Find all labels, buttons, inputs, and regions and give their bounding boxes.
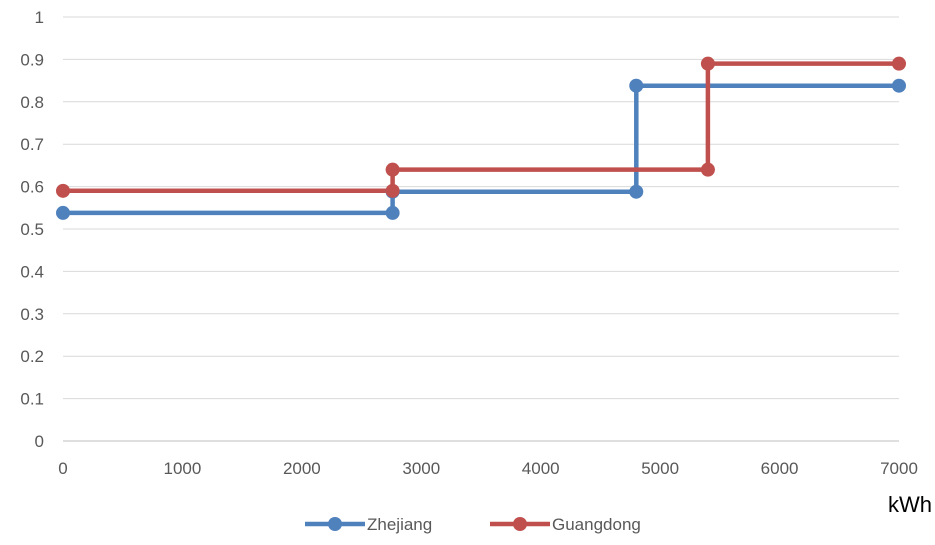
legend-swatch-marker — [328, 517, 342, 531]
x-axis-tick-labels: 0 1000 2000 3000 4000 5000 6000 7000 — [58, 459, 918, 478]
y-axis-tick-labels: 0 0.1 0.2 0.3 0.4 0.5 0.6 0.7 0.8 0.9 1 — [20, 8, 44, 451]
y-tick-label: 0.8 — [20, 93, 44, 112]
y-tick-label: 0.6 — [20, 178, 44, 197]
x-tick-label: 6000 — [761, 459, 799, 478]
point-zhejiang-0 — [56, 205, 70, 220]
series-line-guangdong — [63, 61, 899, 194]
legend-label-zhejiang: Zhejiang — [367, 515, 432, 534]
series-line-zhejiang — [63, 83, 899, 216]
point-zhejiang-3 — [629, 184, 644, 199]
point-guangdong-5 — [892, 56, 906, 71]
y-tick-label: 0.1 — [20, 390, 44, 409]
x-tick-label: 4000 — [522, 459, 560, 478]
x-tick-label: 1000 — [164, 459, 202, 478]
series-lines — [63, 61, 899, 216]
y-tick-label: 0 — [35, 432, 44, 451]
legend-swatch-marker — [513, 517, 527, 531]
y-tick-label: 0.4 — [20, 262, 44, 281]
y-tick-label: 0.3 — [20, 305, 44, 324]
series-points — [56, 56, 906, 220]
x-axis-label: kWh — [888, 492, 932, 517]
y-tick-label: 0.9 — [20, 50, 44, 69]
point-guangdong-2 — [385, 162, 400, 177]
point-zhejiang-1 — [385, 205, 400, 220]
point-guangdong-0 — [56, 183, 70, 198]
point-guangdong-3 — [700, 162, 715, 177]
y-tick-label: 1 — [35, 8, 44, 27]
x-tick-label: 2000 — [283, 459, 321, 478]
y-tick-label: 0.2 — [20, 347, 44, 366]
y-tick-label: 0.7 — [20, 135, 44, 154]
point-zhejiang-5 — [892, 78, 906, 93]
point-guangdong-4 — [700, 56, 715, 71]
x-tick-label: 0 — [58, 459, 67, 478]
point-guangdong-1 — [385, 183, 400, 198]
legend-label-guangdong: Guangdong — [552, 515, 641, 534]
x-tick-label: 7000 — [880, 459, 918, 478]
grid-lines — [63, 16, 899, 442]
y-tick-label: 0.5 — [20, 220, 44, 239]
x-tick-label: 5000 — [641, 459, 679, 478]
point-zhejiang-4 — [629, 78, 644, 93]
legend: Zhejiang Guangdong — [305, 515, 641, 534]
x-tick-label: 3000 — [402, 459, 440, 478]
